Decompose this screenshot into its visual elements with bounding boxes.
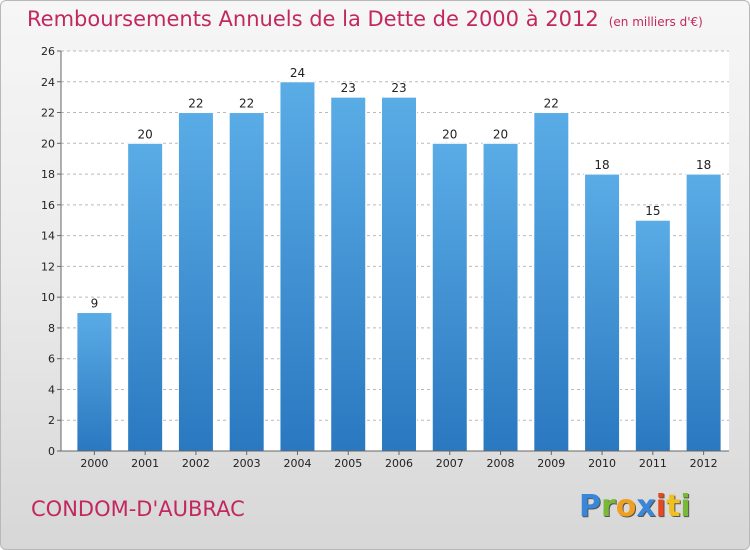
bar-value-label: 20 [442,127,457,141]
y-tick-label: 0 [48,445,55,458]
logo-letter: i [680,489,691,524]
title-line: Remboursements Annuels de la Dette de 20… [27,7,703,31]
y-tick-label: 16 [41,199,55,212]
y-tick-label: 4 [48,383,55,396]
x-tick-label: 2000 [80,457,108,470]
commune-name: CONDOM-D'AUBRAC [31,497,245,521]
bar [76,312,113,452]
bar-value-label: 20 [138,127,153,141]
logo-letter: o [615,489,637,524]
y-tick-label: 24 [41,76,55,89]
x-tick-label: 2004 [283,457,311,470]
y-tick-label: 22 [41,107,55,120]
x-tick-label: 2007 [436,457,464,470]
bar [279,81,316,452]
bar [127,142,164,452]
y-tick-label: 8 [48,322,55,335]
bar [533,112,570,452]
proxiti-logo: Proxiti [579,489,691,524]
bar-value-label: 20 [493,127,508,141]
bar-value-label: 22 [239,97,254,111]
logo-letter: P [579,489,601,524]
bar [330,96,367,452]
bar-value-label: 9 [91,297,99,311]
bar [685,173,722,452]
y-tick-label: 10 [41,291,55,304]
logo-letter: x [636,489,656,524]
bar [228,112,265,452]
bar-value-label: 15 [645,204,660,218]
bar [177,112,214,452]
bar [482,142,519,452]
y-tick-label: 26 [41,45,55,58]
bar [431,142,468,452]
bar [634,219,671,452]
chart-title: Remboursements Annuels de la Dette de 20… [27,7,599,31]
bar-value-label: 18 [594,158,609,172]
y-tick-label: 20 [41,137,55,150]
bar-value-label: 24 [290,66,305,80]
x-tick-label: 2003 [233,457,261,470]
logo-letter: t [666,489,681,524]
x-tick-label: 2011 [639,457,667,470]
bar-value-label: 22 [544,97,559,111]
y-tick-label: 2 [48,414,55,427]
x-tick-label: 2012 [690,457,718,470]
x-tick-label: 2005 [334,457,362,470]
y-tick-label: 6 [48,353,55,366]
bar-value-label: 18 [696,158,711,172]
logo-letter: i [655,489,667,524]
y-tick-label: 14 [41,230,55,243]
x-tick-label: 2008 [487,457,515,470]
x-tick-label: 2001 [131,457,159,470]
x-tick-label: 2002 [182,457,210,470]
bar-value-label: 22 [188,97,203,111]
x-tick-label: 2006 [385,457,413,470]
y-tick-label: 12 [41,260,55,273]
bar [381,96,417,452]
y-tick-label: 18 [41,168,55,181]
bar [584,173,621,452]
bar-value-label: 23 [391,81,406,95]
logo-letter: r [601,489,616,524]
x-tick-label: 2009 [537,457,565,470]
chart-unit: (en milliers d'€) [608,15,703,29]
bar-value-label: 23 [341,81,356,95]
x-tick-label: 2010 [588,457,616,470]
bars: 9 20 22 22 24 23 23 20 20 22 18 15 18 [76,66,722,452]
